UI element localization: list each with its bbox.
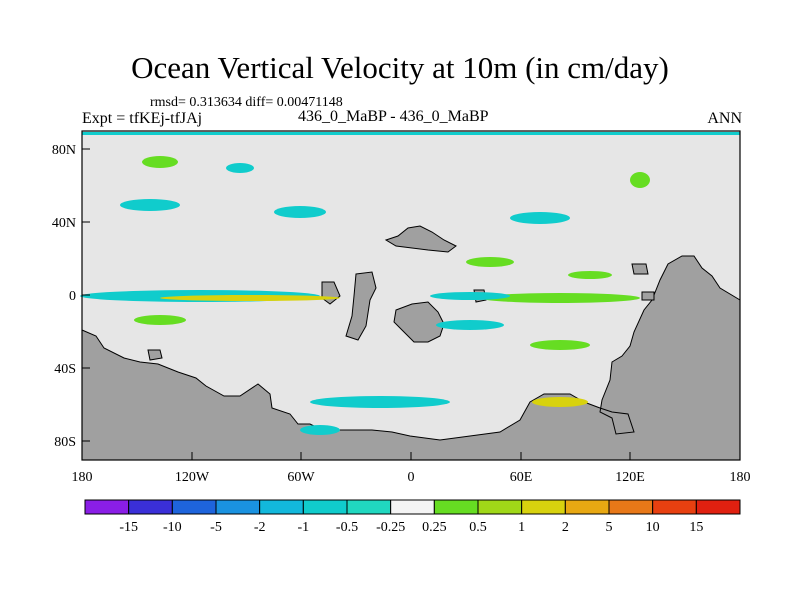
anomaly-n-7 xyxy=(466,257,514,267)
experiment-label: Expt = tfKEj-tfJAj xyxy=(82,110,203,127)
colorbar-swatch xyxy=(695,499,741,515)
colorbar-label: -1 xyxy=(297,520,309,535)
colorbar-swatch xyxy=(564,499,610,515)
y-tick-label: 40N xyxy=(52,216,76,231)
x-tick-label: 120W xyxy=(175,470,210,485)
anomaly-n-8 xyxy=(568,271,612,279)
colorbar: -15 -10 -5 -2 -1 -0.5 -0.25 0.25 0.5 1 2 5 10 15 xyxy=(84,499,741,535)
colorbar-swatch xyxy=(171,499,217,515)
x-tick-label: 60W xyxy=(287,470,315,485)
anomaly-patches xyxy=(80,132,740,435)
x-tick-label: 120E xyxy=(615,470,645,485)
colorbar-label: -0.25 xyxy=(376,520,405,535)
anomaly-n-6 xyxy=(510,212,570,224)
colorbar-swatch xyxy=(521,499,566,515)
anomaly-n-1 xyxy=(142,156,178,168)
stats-label: rmsd= 0.313634 diff= 0.00471148 xyxy=(150,95,343,110)
land-africa-north xyxy=(384,225,457,253)
land-south-america xyxy=(81,255,741,461)
anomaly-s-5 xyxy=(532,397,588,407)
difference-label: 436_0_MaBP - 436_0_MaBP xyxy=(298,108,489,125)
land-island-1 xyxy=(345,271,377,341)
y-tick-label: 80N xyxy=(52,143,76,158)
x-tick-label: 60E xyxy=(510,470,533,485)
colorbar-label: 2 xyxy=(562,520,569,535)
colorbar-label: -0.5 xyxy=(336,520,358,535)
colorbar-label: 1 xyxy=(518,520,525,535)
colorbar-label: -5 xyxy=(210,520,222,535)
anomaly-n-4 xyxy=(120,199,180,211)
colorbar-label: 5 xyxy=(606,520,613,535)
x-tick-labels: 180 120W 60W 0 60E 120E 180 xyxy=(72,470,751,485)
colorbar-swatch xyxy=(84,499,130,515)
land-africa-mid xyxy=(393,301,445,343)
land-island-6 xyxy=(641,291,655,301)
colorbar-label: 0.5 xyxy=(469,520,487,535)
anomaly-eq-band-3 xyxy=(480,293,640,303)
plot-title: Ocean Vertical Velocity at 10m (in cm/da… xyxy=(131,50,669,85)
x-tick-label: 0 xyxy=(408,470,415,485)
colorbar-label: -10 xyxy=(163,520,182,535)
colorbar-label: 10 xyxy=(646,520,660,535)
anomaly-s-6 xyxy=(300,425,340,435)
colorbar-swatch xyxy=(390,499,435,515)
anomaly-s-4 xyxy=(310,396,450,408)
anomaly-n-5 xyxy=(274,206,326,218)
anomaly-n-3 xyxy=(630,172,650,188)
anomaly-eq-band-2 xyxy=(160,295,340,301)
x-tick-label: 180 xyxy=(72,470,93,485)
colorbar-label: 0.25 xyxy=(422,520,447,535)
anomaly-n-2 xyxy=(226,163,254,173)
y-tick-labels: 80N 40N 0 40S 80S xyxy=(52,143,76,450)
colorbar-swatch xyxy=(128,499,173,515)
x-tick-label: 180 xyxy=(730,470,751,485)
anomaly-s-2 xyxy=(436,320,504,330)
colorbar-label: 15 xyxy=(689,520,703,535)
colorbar-swatch xyxy=(608,499,654,515)
colorbar-label: -2 xyxy=(254,520,266,535)
colorbar-swatch xyxy=(477,499,523,515)
colorbar-swatch xyxy=(259,499,304,515)
tick-marks xyxy=(82,148,631,460)
anomaly-eq-band-4 xyxy=(430,292,510,300)
colorbar-swatch xyxy=(302,499,348,515)
y-tick-label: 80S xyxy=(54,435,76,450)
colorbar-swatch xyxy=(652,499,697,515)
land-island-5 xyxy=(631,263,649,275)
y-tick-label: 0 xyxy=(69,289,76,304)
season-label: ANN xyxy=(707,110,742,127)
colorbar-swatch xyxy=(215,499,261,515)
colorbar-swatch xyxy=(346,499,392,515)
colorbar-label: -15 xyxy=(119,520,138,535)
anomaly-north-strip xyxy=(82,132,740,135)
anomaly-s-1 xyxy=(134,315,186,325)
land-island-4 xyxy=(147,349,163,361)
y-tick-label: 40S xyxy=(54,362,76,377)
colorbar-swatch xyxy=(433,499,479,515)
anomaly-s-3 xyxy=(530,340,590,350)
